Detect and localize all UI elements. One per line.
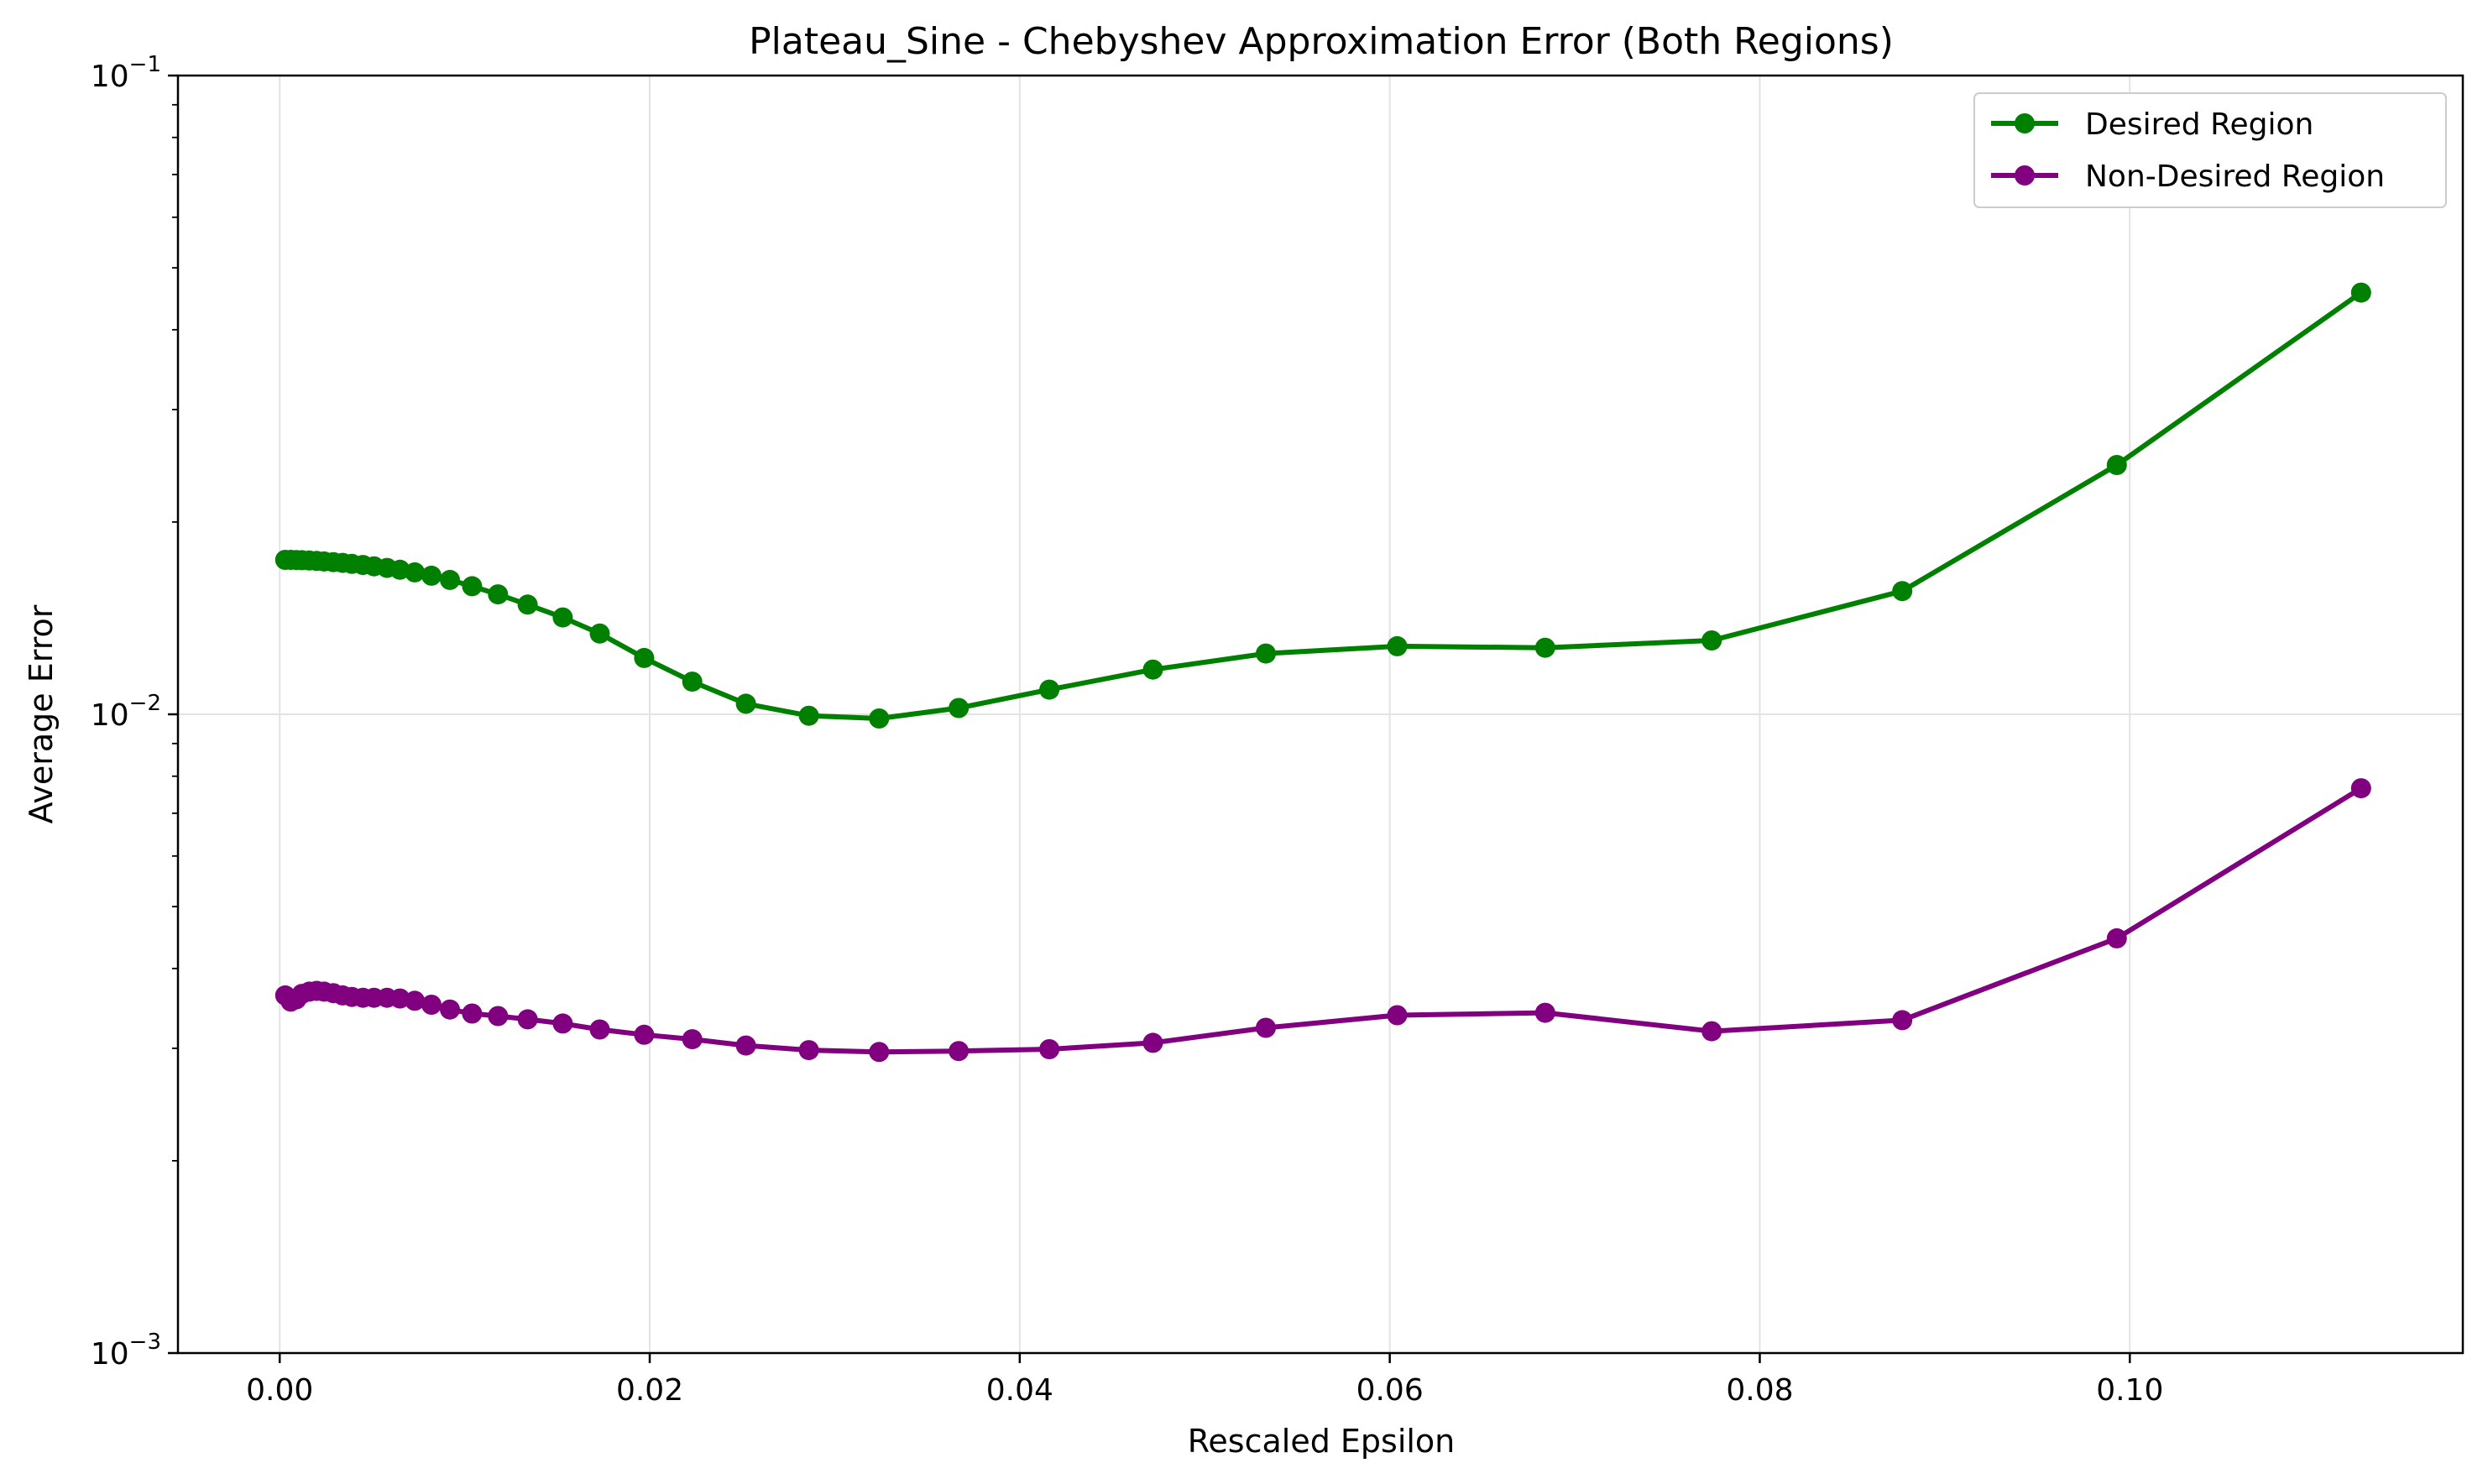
data-point	[517, 1009, 538, 1030]
data-point	[1892, 581, 1913, 602]
legend-label: Desired Region	[2085, 107, 2313, 142]
data-point	[1387, 1005, 1408, 1026]
data-point	[405, 990, 426, 1011]
data-point	[949, 1041, 970, 1062]
data-point	[1142, 659, 1163, 680]
data-point	[589, 1019, 610, 1040]
x-tick-label: 0.10	[2096, 1373, 2163, 1408]
data-point	[2106, 928, 2127, 948]
data-point	[634, 1024, 655, 1045]
data-point	[440, 569, 460, 590]
data-point	[1039, 1039, 1060, 1059]
data-point	[798, 1040, 819, 1061]
data-point	[462, 576, 483, 597]
y-axis-label: Average Error	[23, 604, 60, 823]
series-1	[274, 778, 2371, 1063]
data-point	[389, 988, 410, 1009]
legend-frame	[1973, 92, 2447, 208]
data-point	[1892, 1010, 1913, 1031]
y-axis: 10−3 10−2 10−1	[91, 52, 178, 1372]
legend-marker	[2015, 113, 2035, 133]
data-point	[2350, 282, 2371, 303]
data-point	[1534, 637, 1555, 658]
series-layer	[274, 282, 2371, 1063]
data-point	[421, 565, 442, 586]
data-point	[1142, 1032, 1163, 1053]
data-point	[1256, 1017, 1276, 1038]
data-point	[735, 1035, 756, 1056]
data-point	[1701, 1021, 1722, 1042]
data-point	[1256, 643, 1276, 664]
x-tick-label: 0.02	[616, 1373, 683, 1408]
x-tick-label: 0.06	[1356, 1373, 1424, 1408]
data-point	[1039, 679, 1060, 700]
chart-title: Plateau_Sine - Chebyshev Approximation E…	[749, 20, 1894, 63]
data-point	[1387, 635, 1408, 656]
data-point	[1701, 630, 1722, 651]
data-point	[634, 647, 655, 668]
data-point	[488, 1006, 509, 1027]
data-point	[488, 584, 509, 605]
y-tick-label: 10−1	[91, 52, 161, 94]
data-point	[1534, 1002, 1555, 1023]
x-tick-label: 0.00	[246, 1373, 313, 1408]
data-point	[405, 562, 426, 583]
data-point	[798, 705, 819, 726]
data-point	[589, 623, 610, 644]
data-point	[682, 671, 703, 692]
legend-label: Non-Desired Region	[2085, 159, 2385, 194]
data-point	[2350, 778, 2371, 799]
data-point	[2106, 455, 2127, 475]
data-point	[682, 1029, 703, 1050]
data-point	[421, 995, 442, 1015]
legend-marker	[2015, 165, 2035, 186]
series-0	[274, 282, 2371, 729]
y-tick-label: 10−3	[91, 1330, 161, 1372]
x-tick-label: 0.08	[1726, 1373, 1793, 1408]
data-point	[462, 1003, 483, 1024]
data-point	[869, 1042, 890, 1063]
y-tick-label: 10−2	[91, 691, 161, 733]
data-point	[552, 607, 573, 628]
data-point	[949, 698, 970, 718]
x-tick-label: 0.04	[986, 1373, 1053, 1408]
data-point	[440, 999, 460, 1020]
legend: Desired Region Non-Desired Region	[1973, 92, 2447, 208]
data-point	[735, 693, 756, 714]
data-point	[552, 1013, 573, 1034]
data-point	[869, 708, 890, 729]
x-axis: 0.00 0.02 0.04 0.06 0.08 0.10	[246, 1353, 2163, 1408]
data-point	[517, 594, 538, 615]
x-axis-label: Rescaled Epsilon	[1188, 1423, 1456, 1460]
